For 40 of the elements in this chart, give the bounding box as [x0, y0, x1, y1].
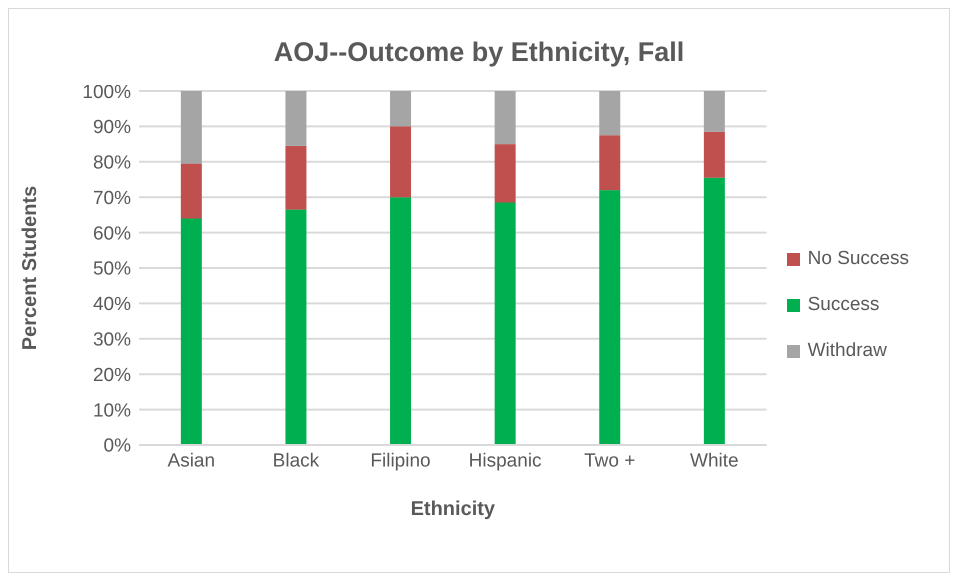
bar	[599, 135, 620, 190]
y-tick-label: 70%	[92, 188, 132, 209]
y-tick-label: 30%	[92, 330, 132, 351]
x-tick-label: Black	[272, 450, 320, 472]
x-tick-label: Filipino	[370, 450, 431, 472]
bar	[285, 210, 306, 445]
bar	[494, 202, 516, 445]
y-tick-label: 60%	[92, 223, 132, 244]
bar	[285, 91, 306, 146]
bar	[704, 178, 725, 445]
x-axis-title: Ethnicity	[410, 498, 496, 520]
bar	[180, 218, 202, 445]
x-tick-label: Hispanic	[468, 450, 542, 472]
y-tick-label: 80%	[92, 152, 132, 174]
y-axis-title: Percent Students	[19, 186, 42, 350]
bar	[390, 91, 412, 126]
y-tick-label: 90%	[92, 117, 132, 138]
legend-label: Success	[808, 294, 880, 315]
legend-label: No Success	[808, 248, 909, 269]
x-tick-label: Asian	[168, 450, 216, 472]
x-tick-label: White	[690, 450, 739, 472]
bar	[704, 132, 725, 178]
bar	[494, 91, 516, 144]
bar	[180, 91, 202, 164]
y-tick-label: 0%	[104, 436, 132, 457]
bar	[704, 91, 725, 132]
y-tick-label: 10%	[92, 400, 132, 422]
chart-title: AOJ--Outcome by Ethnicity, Fall	[274, 37, 684, 67]
legend-label: Withdraw	[808, 340, 887, 361]
x-tick-label: Two +	[584, 450, 636, 472]
y-tick-label: 20%	[92, 364, 132, 386]
bar	[599, 91, 620, 136]
y-tick-label: 40%	[92, 294, 132, 316]
y-tick-label: 50%	[92, 258, 132, 280]
bar	[180, 164, 202, 218]
bar	[390, 126, 412, 198]
bar	[599, 190, 620, 445]
bar	[285, 146, 306, 210]
bar	[494, 144, 516, 203]
bar	[390, 197, 412, 445]
